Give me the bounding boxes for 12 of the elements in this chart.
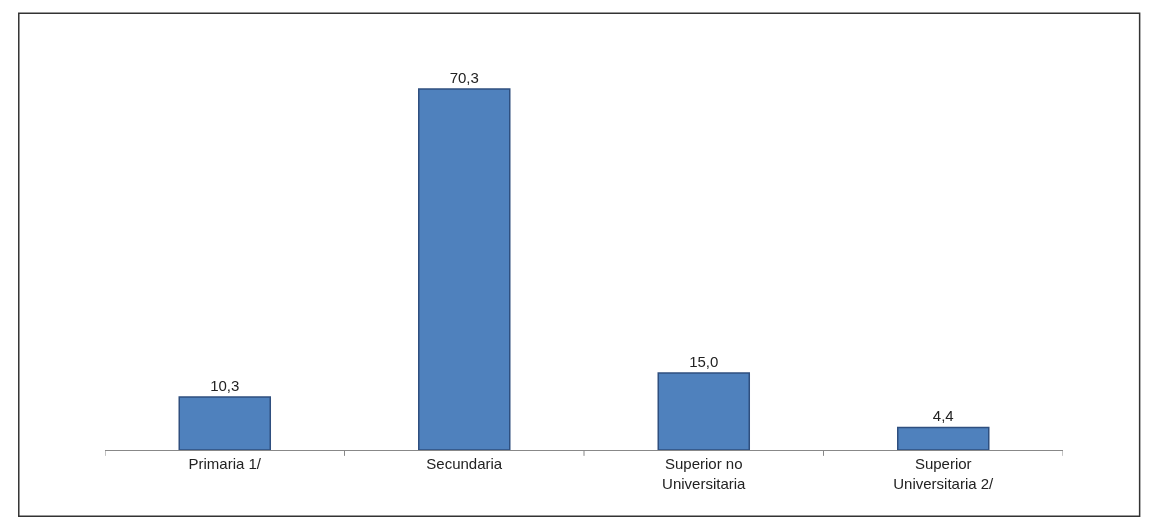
x-tick-label: Secundaria <box>426 455 503 472</box>
data-label: 70,3 <box>449 68 479 86</box>
x-tick-label: Superior Universitaria 2/ <box>893 455 995 492</box>
bar <box>418 88 511 450</box>
data-label: 15,0 <box>689 352 719 370</box>
data-label: 4,4 <box>932 407 954 425</box>
x-tick-label: Primaria 1/ <box>188 455 262 472</box>
bar <box>897 426 990 450</box>
data-label: 10,3 <box>210 377 240 395</box>
bar <box>657 372 751 450</box>
x-tick-label: Superior no Universitaria <box>662 455 747 492</box>
bar <box>178 396 272 450</box>
